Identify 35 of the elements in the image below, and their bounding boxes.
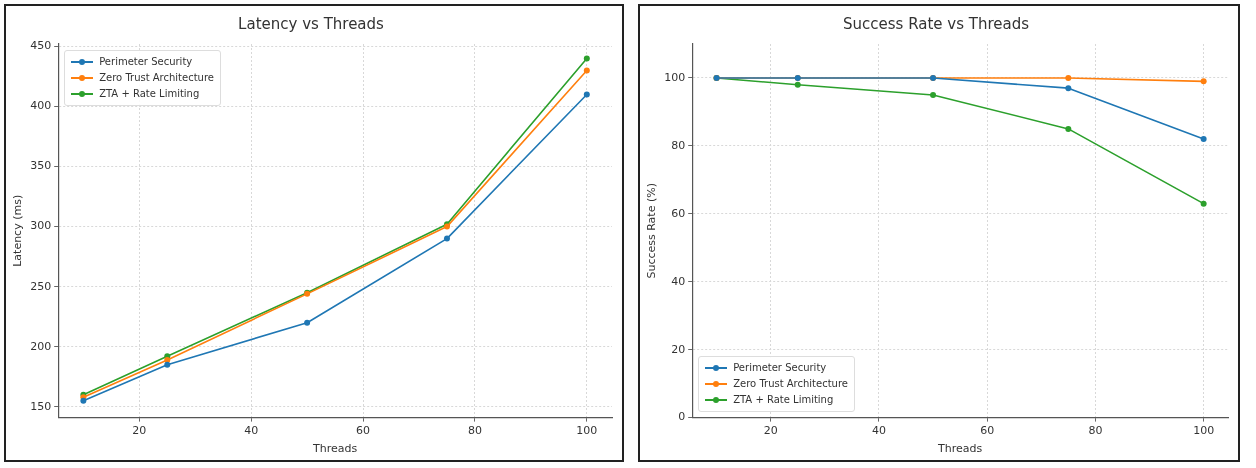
- y-axis-title: Latency (ms): [11, 194, 25, 267]
- x-tick-label: 100: [1193, 424, 1215, 438]
- y-tick-label: 20: [671, 342, 686, 356]
- chart-title: Success Rate vs Threads: [842, 14, 1030, 33]
- x-tick-label: 40: [244, 424, 259, 438]
- y-tick-label: 450: [30, 39, 52, 53]
- x-tick-label: 100: [576, 424, 598, 438]
- x-tick-label: 20: [132, 424, 147, 438]
- y-tick-label: 60: [671, 206, 686, 220]
- y-tick-label: 40: [671, 274, 686, 288]
- y-tick-label: 0: [678, 410, 686, 424]
- y-tick-label: 400: [30, 99, 52, 113]
- y-tick-label: 350: [30, 159, 52, 173]
- y-tick-label: 150: [30, 399, 52, 413]
- y-axis-title: Success Rate (%): [645, 183, 659, 279]
- x-tick-label: 80: [1088, 424, 1103, 438]
- legend-label: ZTA + Rate Limiting: [733, 392, 834, 407]
- legend-label: Zero Trust Architecture: [99, 71, 214, 85]
- y-tick-label: 100: [664, 70, 686, 84]
- x-axis-title: Threads: [937, 442, 983, 456]
- legend-label: Perimeter Security: [733, 360, 827, 375]
- x-tick-label: 40: [871, 424, 886, 438]
- chart-title: Latency vs Threads: [238, 14, 385, 33]
- x-tick-label: 20: [763, 424, 778, 438]
- x-tick-label: 60: [980, 424, 995, 438]
- y-tick-label: 250: [30, 279, 52, 293]
- y-tick-label: 300: [30, 219, 52, 233]
- legend-label: Perimeter Security: [99, 55, 193, 69]
- x-tick-label: 80: [467, 424, 482, 438]
- y-tick-label: 80: [671, 138, 686, 152]
- legend-label: Zero Trust Architecture: [733, 376, 848, 391]
- x-tick-label: 60: [356, 424, 371, 438]
- legend-label: ZTA + Rate Limiting: [99, 87, 200, 101]
- x-axis-title: Threads: [312, 442, 358, 456]
- y-tick-label: 200: [30, 339, 52, 353]
